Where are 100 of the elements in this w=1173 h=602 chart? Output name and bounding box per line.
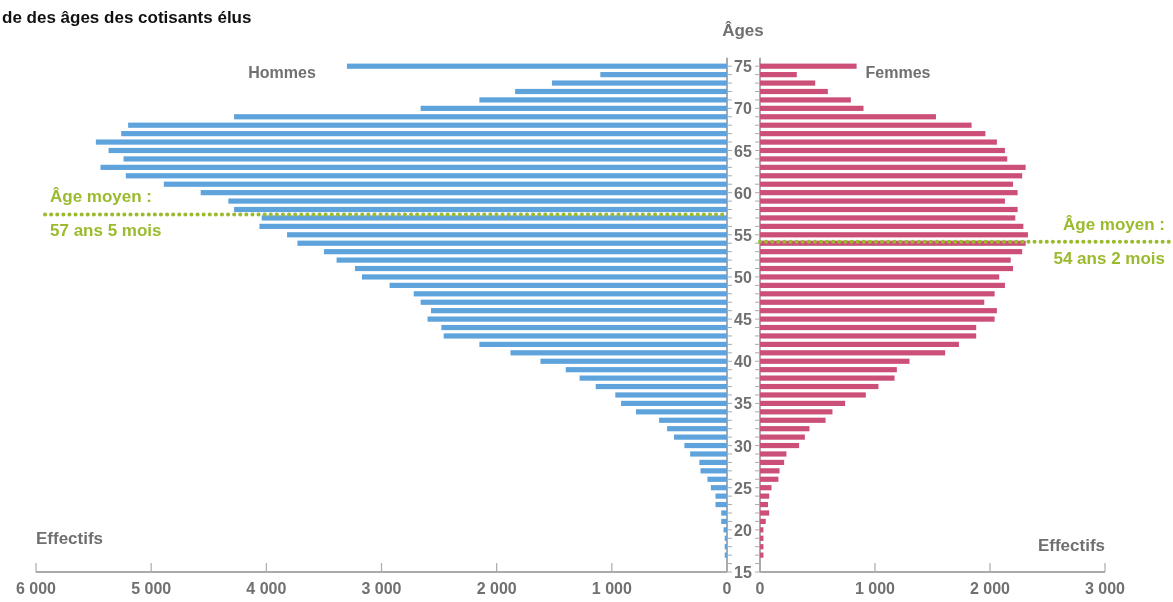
bar: [715, 493, 727, 499]
bar: [259, 223, 727, 229]
bar: [760, 383, 879, 390]
bar: [760, 147, 1005, 154]
bar: [228, 198, 727, 204]
bar: [760, 358, 910, 364]
bar: [760, 97, 851, 103]
y-tick-label: 40: [734, 353, 752, 371]
bar: [760, 501, 769, 508]
bar: [760, 156, 1008, 162]
bar: [420, 299, 727, 305]
y-tick-label: 20: [734, 521, 752, 539]
chart-title: de des âges des cotisants élus: [2, 8, 252, 27]
bar: [346, 63, 727, 69]
y-tick-label: 25: [734, 479, 752, 497]
bar: [760, 206, 1018, 213]
ref-line-label: Âge moyen : 54 ans 2 mois: [1053, 214, 1165, 268]
bar: [760, 350, 946, 356]
bar: [565, 367, 727, 373]
bar: [123, 156, 727, 162]
x-tick-label: 6 000: [15, 580, 57, 597]
bar: [760, 299, 985, 305]
bar: [659, 417, 727, 423]
x-tick-label: 3 000: [1084, 580, 1126, 597]
bar: [760, 181, 1013, 187]
bar: [760, 63, 857, 69]
bar: [760, 324, 977, 331]
bar: [760, 122, 972, 128]
bar: [760, 80, 816, 86]
bar: [100, 164, 727, 170]
bar: [760, 341, 959, 347]
bar: [760, 282, 1005, 288]
x-tick-label: 2 000: [969, 580, 1011, 597]
bar: [600, 72, 727, 78]
bar: [760, 459, 785, 466]
bar: [479, 97, 727, 103]
bar: [621, 400, 727, 406]
bar: [760, 131, 986, 137]
bar: [431, 308, 727, 314]
bar: [710, 485, 727, 491]
bar: [667, 426, 727, 432]
y-tick-label: 15: [734, 564, 752, 581]
bar: [510, 350, 727, 356]
bar: [760, 417, 826, 423]
y-tick-label: 35: [734, 395, 752, 413]
x-tick-label: 4 000: [246, 580, 287, 597]
bar: [760, 198, 1005, 204]
bar: [760, 426, 810, 432]
bar: [128, 122, 727, 128]
bar: [760, 409, 833, 415]
bar: [760, 392, 866, 398]
y-tick-label: 70: [734, 100, 752, 118]
bar: [760, 434, 805, 440]
bar: [336, 257, 727, 263]
y-axis-title: Âges: [722, 21, 764, 40]
bar: [441, 324, 727, 331]
bar: [287, 232, 727, 238]
bar: [760, 485, 772, 491]
bar: [760, 274, 1000, 280]
bar: [760, 164, 1026, 170]
bar: [760, 291, 995, 297]
bar: [760, 308, 997, 314]
series-label: Femmes: [865, 64, 931, 81]
bar: [760, 88, 828, 95]
y-tick-label: 55: [734, 226, 752, 244]
bar: [715, 501, 727, 508]
bar: [427, 316, 727, 322]
bar: [200, 190, 727, 196]
bar: [760, 518, 766, 525]
bar: [595, 383, 727, 390]
bar: [760, 105, 864, 111]
bar: [95, 139, 727, 145]
bar: [760, 173, 1023, 179]
bar: [760, 367, 897, 373]
bar: [684, 442, 727, 449]
y-tick-label: 50: [734, 268, 752, 286]
ref-line-label: Âge moyen : 57 ans 5 mois: [50, 187, 162, 241]
x-tick-label: 2 000: [476, 580, 517, 597]
bar: [361, 274, 727, 280]
bar: [297, 240, 727, 246]
bar: [579, 375, 727, 381]
y-tick-label: 65: [734, 142, 752, 160]
bar: [760, 257, 1011, 263]
y-tick-label: 75: [734, 58, 752, 76]
bar: [163, 181, 727, 187]
bar: [760, 468, 780, 474]
x-tick-label: 0: [755, 580, 765, 597]
x-tick-label: 5 000: [131, 580, 172, 597]
bar: [721, 518, 727, 525]
bar: [443, 333, 727, 339]
bar: [760, 232, 1028, 238]
bar: [760, 400, 846, 406]
bar: [615, 392, 727, 398]
series-label: Hommes: [248, 64, 316, 81]
bar: [551, 80, 727, 86]
bar: [420, 105, 727, 111]
bar: [760, 476, 779, 482]
bar: [760, 442, 800, 449]
x-axis-title: Effectifs: [1037, 536, 1105, 555]
bar: [355, 265, 727, 272]
